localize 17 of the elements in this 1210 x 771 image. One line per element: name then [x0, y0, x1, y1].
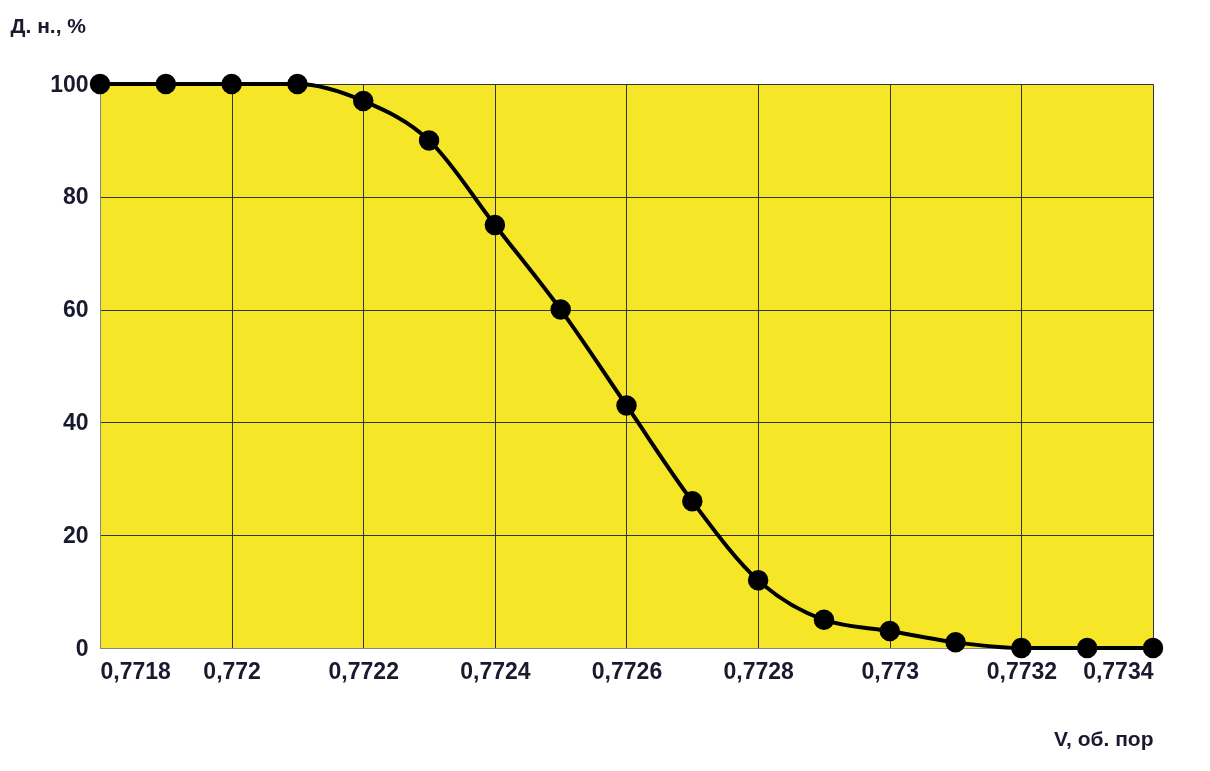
x-tick-label: 0,773 [861, 657, 920, 684]
y-axis-title: Д. н., % [10, 13, 87, 37]
x-tick-label: 0,7734 [1083, 657, 1154, 684]
x-tick-label: 0,772 [203, 657, 261, 684]
y-tick-label: 100 [50, 70, 89, 97]
x-tick-label: 0,7726 [591, 657, 663, 684]
x-tick-label: 0,7724 [460, 657, 531, 684]
x-axis-title: V, об. пор [1053, 726, 1154, 750]
y-tick-label: 20 [62, 521, 89, 548]
y-tick-label: 60 [62, 296, 89, 323]
y-tick-label: 0 [75, 634, 89, 661]
y-tick-label: 80 [62, 183, 89, 210]
x-tick-label: 0,7728 [723, 657, 794, 684]
x-tick-label: 0,7732 [986, 657, 1058, 684]
x-tick-label: 0,7718 [100, 657, 172, 684]
x-tick-label: 0,7722 [328, 657, 399, 684]
y-tick-label: 40 [62, 408, 89, 435]
